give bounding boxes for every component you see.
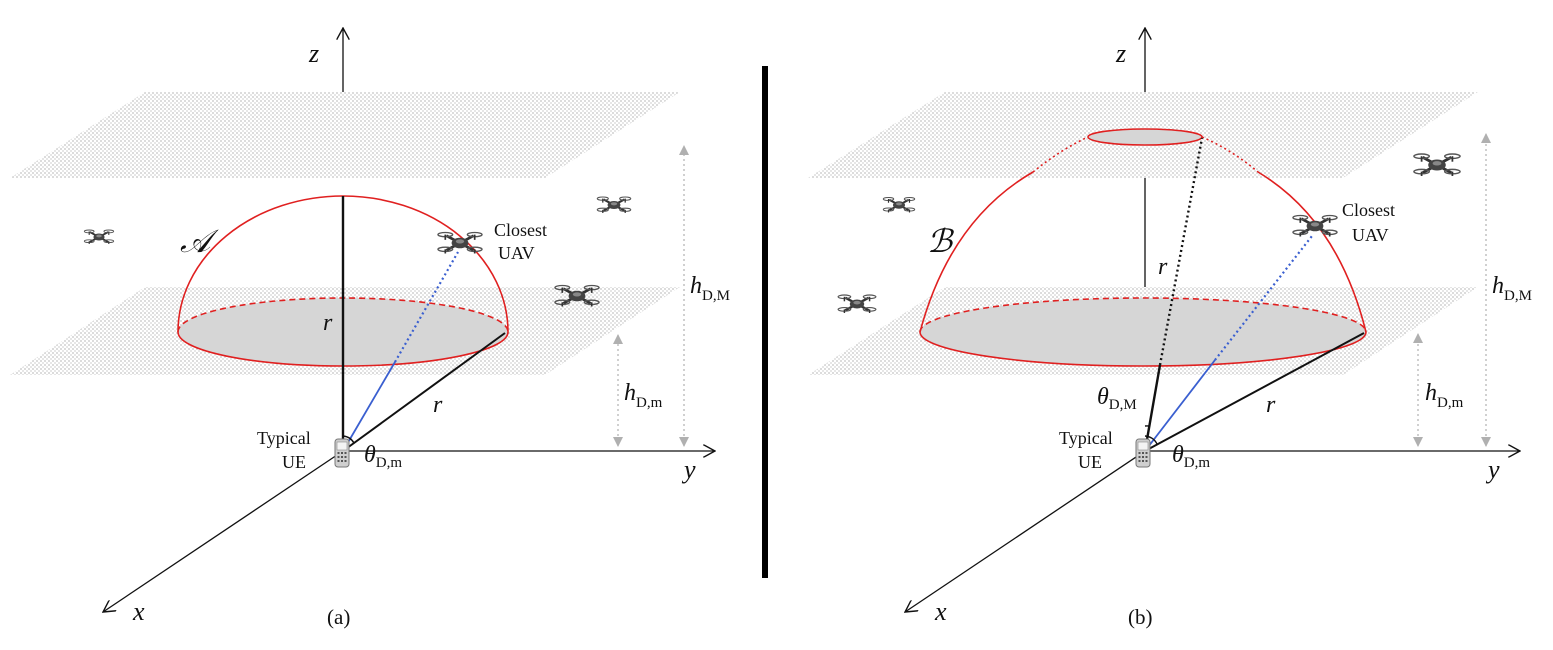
y-axis-label: y — [681, 455, 696, 484]
top-cap-disk — [1087, 128, 1203, 146]
h-max-label: hD,M — [690, 273, 730, 304]
theta-min-label: θD,m — [364, 442, 402, 471]
x-axis-label: x — [934, 597, 947, 626]
closest-uav-link — [1144, 359, 1216, 452]
h-max-label: hD,M — [1492, 273, 1532, 304]
uav-drone-icon — [83, 229, 115, 245]
theta-arc-min — [1144, 435, 1158, 445]
radius-label-rim: r — [433, 392, 443, 418]
typical-ue-phone-icon — [1135, 438, 1151, 468]
ue-label-line2: UE — [1078, 452, 1102, 472]
x-axis-label: x — [132, 597, 145, 626]
sphere-left-arc — [919, 171, 1034, 333]
typical-ue-phone-icon — [334, 438, 350, 468]
region-label: ℬ — [927, 223, 955, 259]
theta-arc — [342, 435, 355, 444]
theta-max-label: θD,M — [1097, 384, 1137, 413]
z-axis-label: z — [1115, 39, 1126, 68]
region-label: 𝒜 — [180, 223, 219, 259]
disk-front-half — [919, 331, 1367, 367]
radius-label-rim: r — [1266, 392, 1276, 418]
rim-radius — [1144, 332, 1365, 452]
ue-label-line2: UE — [282, 452, 306, 472]
sphere-right-arc — [1257, 171, 1367, 333]
sphere-right-arc-dotted — [1201, 136, 1259, 173]
y-axis-label: y — [1485, 455, 1500, 484]
theta-min-label: θD,m — [1172, 442, 1210, 471]
x-axis — [103, 450, 344, 612]
h-min-label: hD,m — [1425, 380, 1464, 411]
h-min-label: hD,m — [624, 380, 663, 411]
closest-uav-label-line2: UAV — [498, 243, 535, 263]
upper-altitude-plane — [10, 92, 680, 178]
cap-radius-dotted — [1158, 137, 1204, 366]
closest-uav-label-line2: UAV — [1352, 225, 1389, 245]
rim-radius — [342, 332, 506, 452]
z-axis-label: z — [308, 39, 319, 68]
panel-b: z x y ℬ r r Closest UAV Typical UE θD,m … — [808, 28, 1532, 629]
closest-uav-label-line1: Closest — [1342, 200, 1395, 220]
panel-caption: (b) — [1128, 605, 1153, 629]
x-axis — [905, 450, 1146, 612]
panel-a: z x y 𝒜 r r Closest UAV Typical UE θD,m … — [10, 28, 730, 629]
closest-uav-drone-icon — [1291, 214, 1339, 238]
sphere-left-arc-dotted — [1032, 136, 1089, 173]
closest-uav-link-dotted — [1214, 235, 1313, 361]
uav-drone-icon — [836, 293, 878, 315]
uav-drone-icon — [882, 196, 916, 214]
uav-drone-icon — [1412, 152, 1462, 178]
disk-back-half — [919, 297, 1367, 333]
radius-label-cap: r — [1158, 254, 1168, 280]
closest-uav-link — [342, 361, 396, 452]
ue-label-line1: Typical — [1059, 428, 1113, 448]
ue-label-line1: Typical — [257, 428, 311, 448]
uav-drone-icon — [596, 195, 632, 215]
closest-uav-link-dotted — [394, 251, 459, 363]
closest-uav-label-line1: Closest — [494, 220, 547, 240]
panel-caption: (a) — [327, 605, 350, 629]
radius-label-vertical: r — [323, 310, 333, 336]
